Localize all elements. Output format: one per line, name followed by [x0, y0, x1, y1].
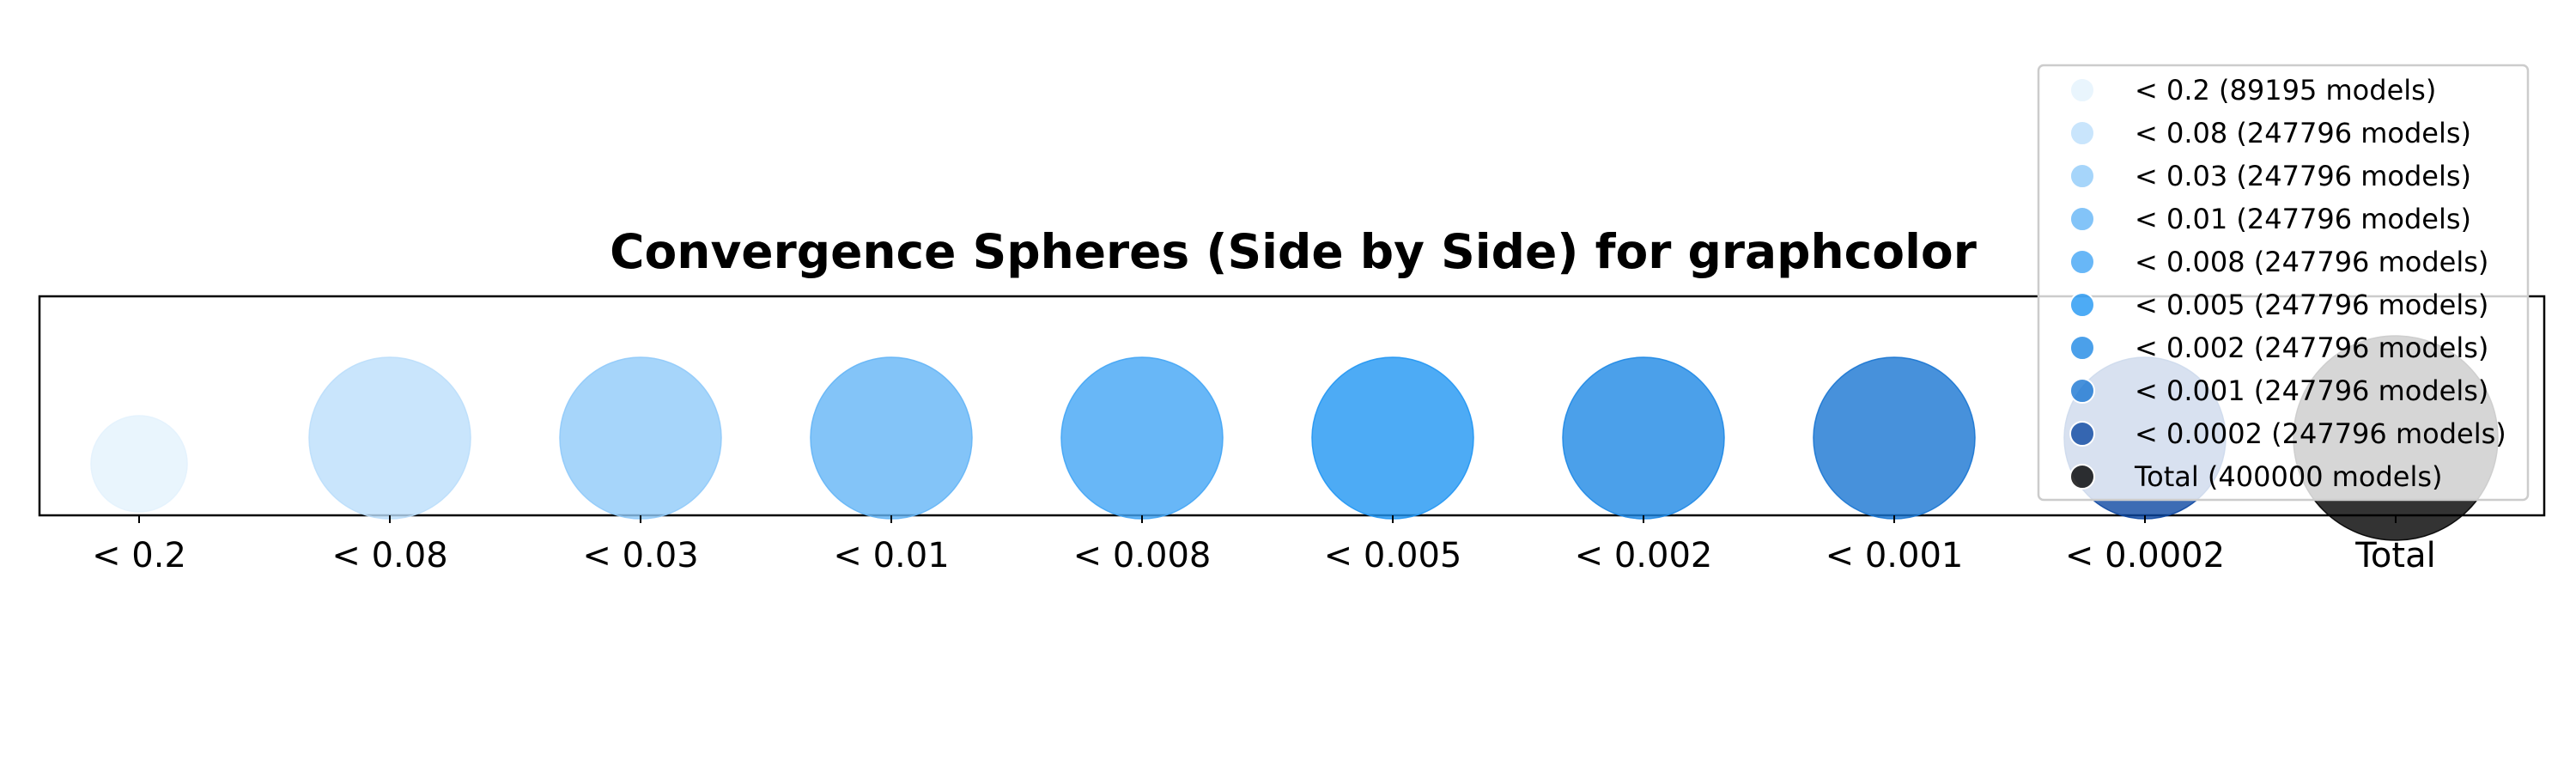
legend-label: < 0.005 (247796 models): [2135, 289, 2488, 321]
legend-item: < 0.008 (247796 models): [2069, 246, 2488, 278]
legend-item: < 0.0002 (247796 models): [2069, 417, 2506, 450]
x-tick-label: Total: [2354, 536, 2435, 575]
legend-item: < 0.2 (89195 models): [2069, 74, 2436, 107]
sphere-lt-0-03: [559, 356, 722, 520]
legend-label: < 0.008 (247796 models): [2135, 246, 2488, 278]
x-tick-label: < 0.2: [92, 536, 186, 575]
sphere-lt-0-08: [308, 356, 471, 520]
legend-marker: [2069, 77, 2095, 103]
legend-marker: [2069, 249, 2095, 275]
legend-label: < 0.03 (247796 models): [2135, 160, 2471, 192]
legend-item: < 0.002 (247796 models): [2069, 332, 2488, 364]
sphere-lt-0-2: [90, 415, 188, 513]
legend-item: < 0.001 (247796 models): [2069, 374, 2488, 407]
sphere-lt-0-002: [1562, 356, 1725, 520]
legend-label: < 0.01 (247796 models): [2135, 203, 2471, 235]
legend-label: < 0.08 (247796 models): [2135, 117, 2471, 149]
legend-item: Total (400000 models): [2069, 460, 2443, 493]
legend-marker: [2069, 421, 2095, 447]
legend: < 0.2 (89195 models) < 0.08 (247796 model…: [2037, 64, 2530, 502]
legend-marker: [2069, 464, 2095, 490]
x-tick-label: < 0.03: [582, 536, 698, 575]
legend-item: < 0.01 (247796 models): [2069, 203, 2471, 235]
x-tick-label: < 0.001: [1826, 536, 1964, 575]
sphere-lt-0-01: [810, 356, 973, 520]
legend-marker: [2069, 120, 2095, 146]
legend-marker: [2069, 292, 2095, 318]
legend-label: < 0.2 (89195 models): [2135, 74, 2436, 107]
x-tick-label: < 0.08: [331, 536, 447, 575]
x-tick-label: < 0.008: [1073, 536, 1212, 575]
legend-label: Total (400000 models): [2134, 460, 2443, 493]
x-tick-label: < 0.01: [833, 536, 949, 575]
x-axis-ticks: < 0.2 < 0.08 < 0.03 < 0.01 < 0.008 < 0.005 < 0…: [92, 515, 2436, 575]
legend-item: < 0.03 (247796 models): [2069, 160, 2471, 192]
legend-box: [2037, 64, 2530, 502]
legend-marker: [2069, 378, 2095, 404]
legend-label: < 0.001 (247796 models): [2135, 374, 2488, 407]
chart-title: Convergence Spheres (Side by Side) for g…: [610, 224, 1977, 279]
x-tick-label: < 0.002: [1575, 536, 1713, 575]
legend-marker: [2069, 206, 2095, 232]
x-tick-label: < 0.005: [1324, 536, 1462, 575]
sphere-lt-0-008: [1060, 356, 1224, 520]
legend-label: < 0.0002 (247796 models): [2135, 417, 2506, 450]
sphere-lt-0-001: [1813, 356, 1976, 520]
legend-item: < 0.08 (247796 models): [2069, 117, 2471, 149]
plot-area: [38, 295, 2546, 517]
legend-marker: [2069, 335, 2095, 361]
legend-marker: [2069, 163, 2095, 189]
sphere-lt-0-005: [1311, 356, 1474, 520]
x-tick-label: < 0.0002: [2065, 536, 2225, 575]
legend-label: < 0.002 (247796 models): [2135, 332, 2488, 364]
legend-item: < 0.005 (247796 models): [2069, 289, 2488, 321]
